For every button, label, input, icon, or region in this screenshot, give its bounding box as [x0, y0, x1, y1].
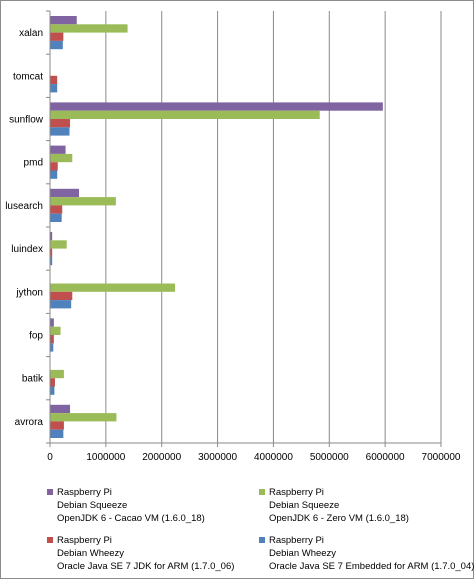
bar: [50, 24, 128, 33]
legend-label-line: Oracle Java SE 7 JDK for ARM (1.7.0_06): [57, 561, 235, 572]
x-tick-label: 3000000: [198, 452, 237, 463]
bar: [50, 300, 72, 309]
category-label: pmd: [24, 158, 43, 169]
x-tick-label: 4000000: [254, 452, 293, 463]
bar: [50, 335, 54, 344]
bar: [50, 318, 54, 327]
category-label: jython: [15, 287, 43, 298]
category-label: batik: [22, 374, 44, 385]
bar: [50, 369, 64, 379]
bar: [50, 283, 176, 292]
legend-label-line: Debian Squeeze: [269, 500, 340, 511]
bar: [50, 213, 62, 222]
legend-item-zero: Raspberry Pi Debian Squeeze OpenJDK 6 - …: [259, 486, 409, 525]
x-tick-label: 2000000: [142, 452, 181, 463]
legend-label-line: Debian Wheezy: [269, 548, 337, 559]
category-label: fop: [29, 331, 43, 342]
category-label: xalan: [19, 28, 43, 39]
bar: [50, 40, 63, 50]
bar: [50, 75, 58, 85]
bar: [50, 110, 320, 119]
x-tick-label: 7000000: [422, 452, 461, 463]
legend-item-oracle-embedded: Raspberry Pi Debian Wheezy Oracle Java S…: [259, 534, 474, 573]
bar: [50, 127, 70, 136]
category-label: avrora: [15, 417, 44, 428]
legend-item-cacao: Raspberry Pi Debian Squeeze OpenJDK 6 - …: [47, 486, 205, 525]
bar: [50, 232, 53, 241]
category-label: lusearch: [5, 201, 43, 212]
bar: [50, 84, 58, 93]
category-label: luindex: [11, 244, 43, 255]
legend-swatch: [47, 489, 53, 495]
bar: [50, 343, 54, 352]
legend-item-oracle-jdk: Raspberry Pi Debian Wheezy Oracle Java S…: [47, 534, 234, 573]
legend-swatch: [259, 489, 265, 495]
bar: [50, 256, 53, 266]
category-label: sunflow: [9, 115, 44, 126]
bar: [50, 378, 55, 387]
legend-label-line: Raspberry Pi: [269, 535, 324, 546]
bar: [50, 248, 53, 257]
bar: [50, 197, 116, 206]
bar: [50, 102, 383, 111]
bar: [50, 145, 66, 154]
bar: [50, 291, 73, 301]
legend-label-line: Raspberry Pi: [57, 487, 112, 498]
bar: [50, 162, 58, 171]
legend-label-line: OpenJDK 6 - Cacao VM (1.6.0_18): [57, 513, 205, 524]
bar: [50, 413, 117, 422]
x-tick-label: 1000000: [86, 452, 125, 463]
legend-label-line: OpenJDK 6 - Zero VM (1.6.0_18): [269, 513, 409, 524]
bar: [50, 205, 63, 214]
bar: [50, 404, 71, 414]
bar: [50, 119, 71, 128]
bar: [50, 153, 73, 163]
x-tick-label: 5000000: [310, 452, 349, 463]
legend-label-line: Oracle Java SE 7 Embedded for ARM (1.7.0…: [269, 561, 474, 572]
x-tick-label: 6000000: [366, 452, 405, 463]
bar: [50, 386, 55, 395]
bar: [50, 326, 61, 335]
bar: [50, 16, 77, 25]
category-label: tomcat: [13, 71, 43, 82]
bar: [50, 429, 64, 438]
legend-swatch: [259, 537, 265, 543]
legend-label-line: Raspberry Pi: [269, 487, 324, 498]
legend-label-line: Debian Squeeze: [57, 500, 128, 511]
bar: [50, 240, 67, 249]
bar: [50, 170, 58, 179]
legend-label-line: Raspberry Pi: [57, 535, 112, 546]
bar: [50, 188, 79, 198]
bar: [50, 421, 64, 430]
legend-swatch: [47, 537, 53, 543]
legend-label-line: Debian Wheezy: [57, 548, 125, 559]
x-tick-label: 0: [47, 452, 53, 463]
bar: [50, 32, 64, 41]
